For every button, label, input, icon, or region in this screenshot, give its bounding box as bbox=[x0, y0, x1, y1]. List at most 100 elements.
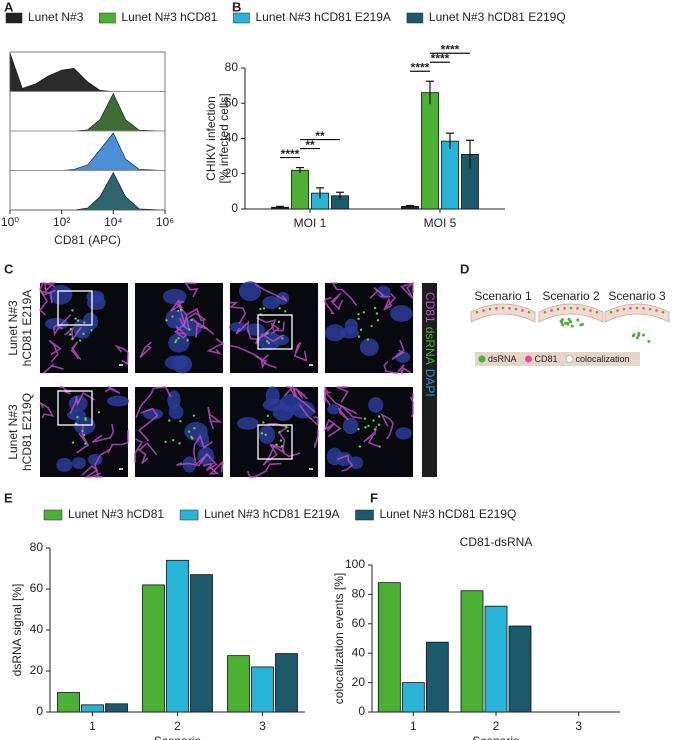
dsrna-signal bbox=[357, 317, 360, 321]
cd81-dot bbox=[622, 307, 626, 311]
legend-dot bbox=[478, 355, 486, 363]
dsrna-signal bbox=[364, 426, 367, 429]
panel-label: E bbox=[4, 490, 13, 505]
nucleus bbox=[184, 422, 208, 441]
zoom-box bbox=[57, 290, 93, 326]
bar bbox=[508, 625, 532, 713]
x-tick-label: 3 bbox=[575, 719, 582, 733]
legend-label: Lunet N#3 bbox=[28, 10, 84, 24]
nucleus bbox=[44, 317, 69, 330]
dsrna-signal bbox=[279, 439, 283, 442]
cd81-signal bbox=[43, 281, 56, 293]
cd81-signal bbox=[246, 462, 282, 478]
cd81-signal bbox=[104, 385, 121, 394]
channel-name: DAPI bbox=[423, 369, 437, 397]
cd81-signal bbox=[70, 341, 82, 360]
cd81-signal bbox=[324, 386, 331, 403]
y-tick-label: 40 bbox=[225, 131, 239, 145]
nucleus bbox=[262, 296, 281, 310]
dsrna-signal bbox=[366, 338, 370, 341]
error-bar bbox=[426, 80, 434, 105]
cd81-signal bbox=[293, 341, 308, 362]
y-axis-label: CHIKV infection bbox=[204, 96, 218, 181]
dsrna-signal bbox=[376, 319, 380, 322]
cd81-signal bbox=[193, 434, 213, 464]
significance-label: **** bbox=[411, 60, 430, 74]
panel-label: B bbox=[232, 0, 241, 14]
dsrna-signal bbox=[84, 442, 87, 445]
panel-label: C bbox=[4, 261, 14, 276]
cd81-signal bbox=[295, 387, 308, 400]
cd81-signal bbox=[178, 312, 207, 332]
cd81-signal bbox=[391, 340, 405, 361]
bar bbox=[251, 666, 274, 713]
cd81-signal bbox=[337, 404, 363, 421]
cd81-signal bbox=[42, 363, 64, 374]
legend-swatch bbox=[233, 12, 250, 24]
cd81-dot bbox=[616, 309, 619, 312]
plot-frame bbox=[9, 51, 166, 211]
significance-label: ** bbox=[315, 129, 325, 143]
dsrna-signal bbox=[359, 328, 363, 331]
dsrna-dot bbox=[576, 318, 580, 322]
zoom-box bbox=[57, 390, 93, 426]
dsrna-dot bbox=[561, 323, 565, 327]
y-tick-label: 100 bbox=[345, 557, 365, 571]
cd81-signal bbox=[254, 283, 288, 302]
cd81-dot bbox=[595, 310, 599, 314]
y-tick-label: 0 bbox=[36, 704, 43, 718]
dsrna-signal bbox=[278, 430, 281, 434]
error-bar bbox=[336, 191, 344, 200]
x-tick-label: MOI 1 bbox=[294, 216, 327, 230]
dsrna-signal bbox=[266, 332, 269, 335]
dsrna-signal bbox=[280, 444, 284, 448]
channel-bar bbox=[422, 283, 437, 477]
y-tick-label: 40 bbox=[352, 645, 366, 659]
nucleus bbox=[162, 288, 187, 305]
dsrna-signal bbox=[192, 414, 196, 417]
cd81-dot bbox=[543, 310, 547, 314]
dsrna-dot bbox=[560, 320, 564, 324]
x-tick-label: 10⁰ bbox=[1, 215, 19, 229]
legend-swatch bbox=[406, 12, 424, 24]
cd81-dot bbox=[655, 309, 658, 312]
cd81-signal bbox=[39, 402, 55, 419]
nucleus bbox=[168, 333, 190, 353]
micrograph bbox=[323, 386, 414, 477]
bar bbox=[460, 590, 484, 713]
significance-label: **** bbox=[431, 51, 450, 65]
scenario-label: Scenario 2 bbox=[542, 289, 600, 303]
bar bbox=[57, 692, 80, 713]
micrograph bbox=[38, 281, 129, 374]
dsrna-signal bbox=[370, 324, 373, 328]
dsrna-signal bbox=[171, 315, 174, 318]
dsrna-signal bbox=[284, 310, 287, 313]
cd81-signal bbox=[235, 320, 261, 341]
dsrna-signal bbox=[266, 340, 269, 343]
legend-dot bbox=[565, 355, 574, 363]
nucleus bbox=[344, 318, 358, 334]
significance-label: ** bbox=[305, 138, 315, 152]
y-axis-label: [% infected cells] bbox=[217, 93, 231, 183]
nucleus bbox=[237, 417, 259, 430]
x-axis-label: Scenario bbox=[154, 734, 202, 740]
cd81-signal bbox=[134, 438, 144, 464]
dsrna-dot bbox=[560, 318, 564, 322]
dsrna-signal bbox=[76, 319, 80, 322]
nucleus bbox=[390, 305, 413, 322]
cd81-signal bbox=[313, 429, 319, 449]
cd81-signal bbox=[229, 344, 277, 369]
nucleus bbox=[229, 322, 247, 333]
dsrna-signal bbox=[71, 441, 75, 444]
nucleus bbox=[376, 285, 391, 299]
cd81-signal bbox=[208, 459, 224, 475]
nucleus bbox=[324, 324, 346, 342]
cd81-signal bbox=[324, 390, 358, 415]
dsrna-signal bbox=[377, 423, 381, 426]
bar bbox=[401, 682, 425, 713]
cd81-signal bbox=[262, 444, 278, 466]
membrane-arc bbox=[604, 303, 670, 323]
dsrna-signal bbox=[177, 309, 180, 313]
legend-label: Lunet N#3 hCD81 E219A bbox=[255, 10, 390, 24]
cd81-dot bbox=[648, 307, 652, 311]
